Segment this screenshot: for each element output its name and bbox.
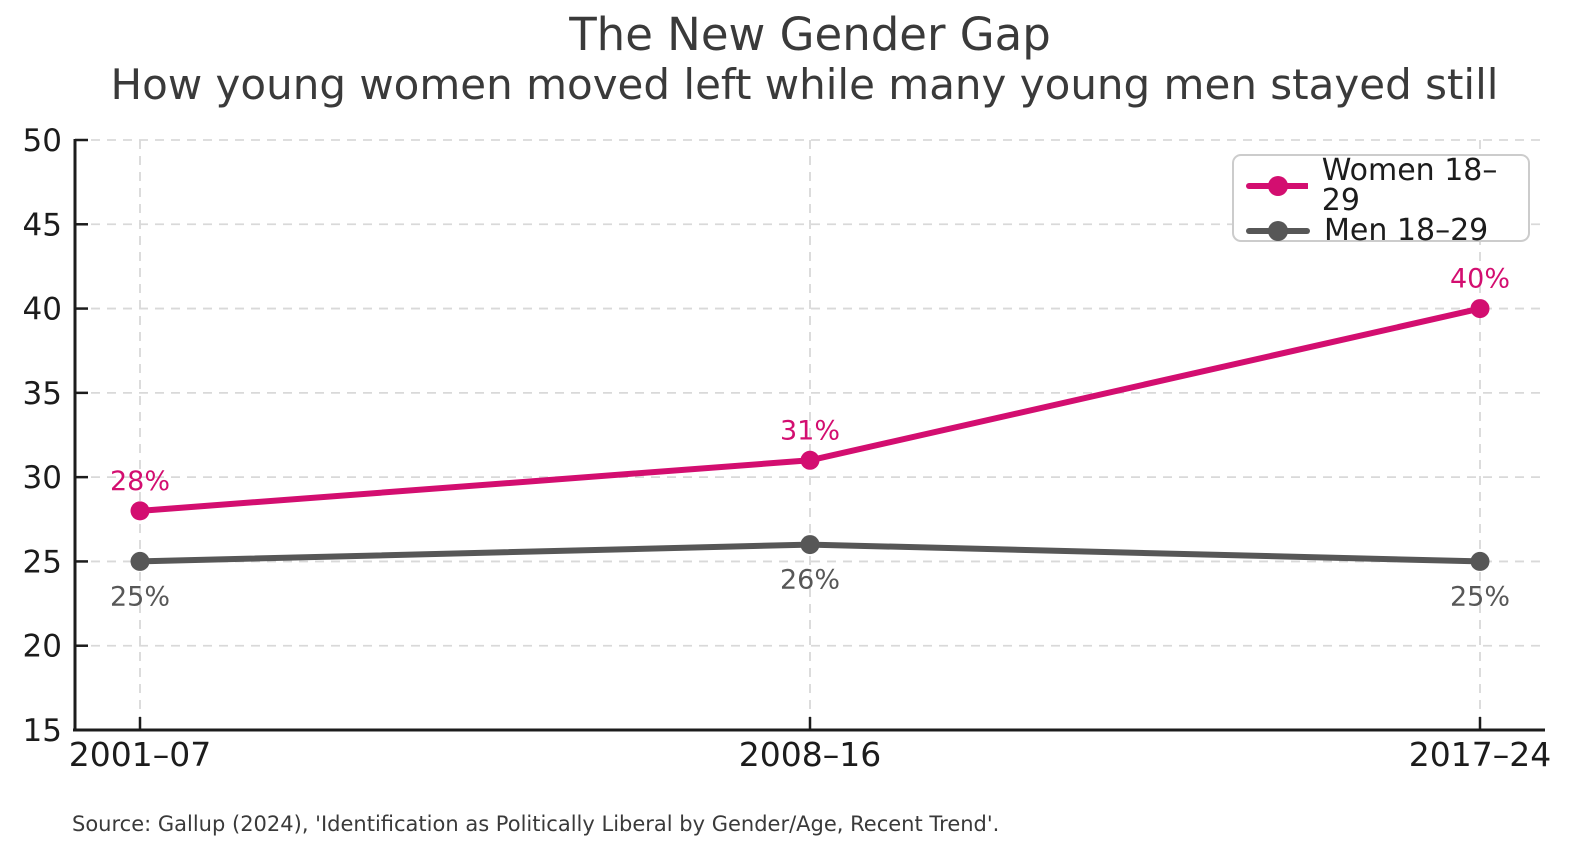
- data-point: [1470, 551, 1490, 571]
- legend-label-women: Women 18–29: [1321, 153, 1498, 218]
- data-point-label: 25%: [110, 581, 170, 612]
- data-point-label: 28%: [110, 466, 170, 497]
- data-point-label: 25%: [1450, 581, 1510, 612]
- y-tick-label: 30: [23, 460, 62, 496]
- x-tick-label: 2017–24: [1409, 735, 1551, 774]
- data-point-label: 31%: [780, 415, 840, 446]
- y-tick-label: 25: [23, 544, 62, 580]
- data-point: [800, 450, 820, 470]
- y-tick-label: 20: [23, 629, 62, 665]
- legend: Women 18–29 Men 18–29: [1232, 154, 1530, 246]
- source-caption: Source: Gallup (2024), 'Identification a…: [72, 812, 1000, 836]
- y-tick-label: 45: [23, 207, 62, 243]
- chart-subtitle: How young women moved left while many yo…: [110, 60, 1499, 109]
- y-tick-label: 50: [23, 123, 62, 159]
- data-point-label: 40%: [1450, 264, 1510, 295]
- x-tick-label: 2008–16: [739, 735, 881, 774]
- y-tick-label: 40: [23, 292, 62, 328]
- legend-item-men: Men 18–29: [1246, 216, 1528, 246]
- y-tick-label: 35: [23, 376, 62, 412]
- data-point: [1470, 299, 1490, 319]
- legend-item-women: Women 18–29: [1246, 156, 1528, 216]
- chart-title: The New Gender Gap: [569, 8, 1051, 61]
- x-tick-label: 2001–07: [69, 735, 211, 774]
- data-point: [800, 535, 820, 555]
- data-point-label: 26%: [780, 565, 840, 596]
- data-point: [130, 501, 150, 521]
- legend-line-marker-icon: [1246, 221, 1310, 241]
- data-point: [130, 551, 150, 571]
- legend-line-marker-icon: [1246, 176, 1308, 196]
- y-tick-label: 15: [23, 713, 62, 749]
- legend-label-men: Men 18–29: [1324, 213, 1489, 248]
